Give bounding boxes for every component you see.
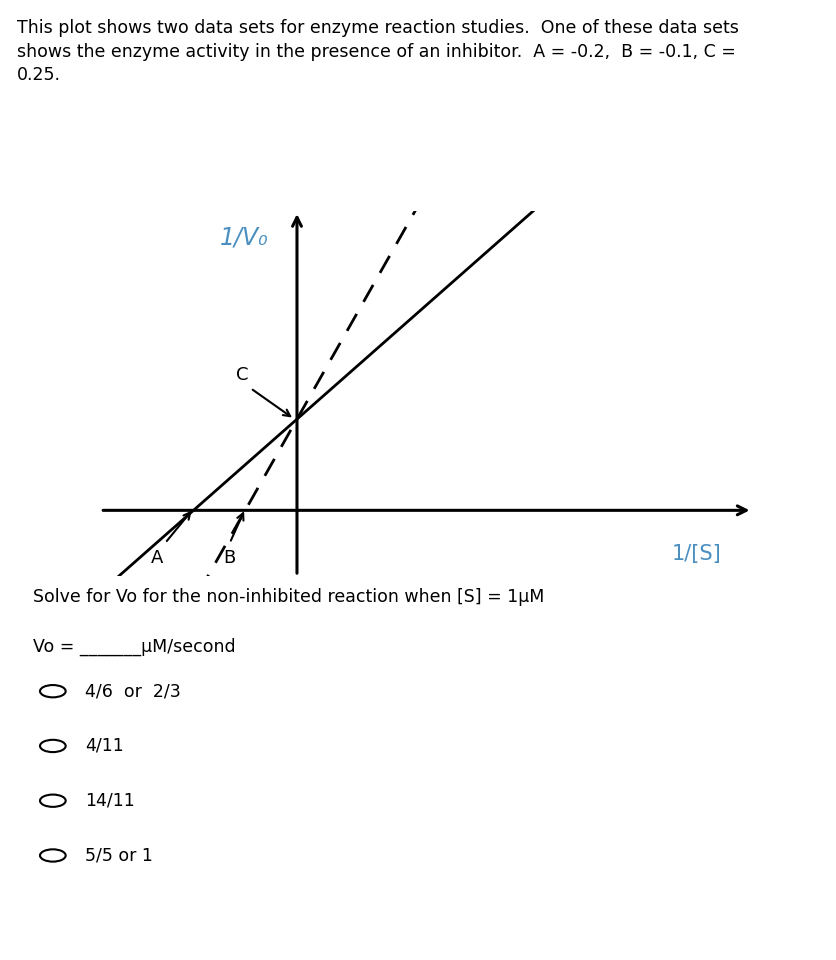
Text: This plot shows two data sets for enzyme reaction studies.  One of these data se: This plot shows two data sets for enzyme… xyxy=(17,19,738,84)
Text: 5/5 or 1: 5/5 or 1 xyxy=(85,847,153,864)
Text: 4/6  or  2/3: 4/6 or 2/3 xyxy=(85,683,181,700)
Text: 14/11: 14/11 xyxy=(85,792,135,809)
Text: Vo = _______μM/second: Vo = _______μM/second xyxy=(33,637,236,656)
Text: 1/[S]: 1/[S] xyxy=(671,544,721,564)
Text: C: C xyxy=(237,367,249,385)
Text: Solve for Vo for the non-inhibited reaction when [S] = 1μM: Solve for Vo for the non-inhibited react… xyxy=(33,588,544,606)
Text: B: B xyxy=(223,549,236,566)
Text: 1/V₀: 1/V₀ xyxy=(220,226,268,250)
Text: 4/11: 4/11 xyxy=(85,737,124,755)
Text: A: A xyxy=(151,549,163,566)
